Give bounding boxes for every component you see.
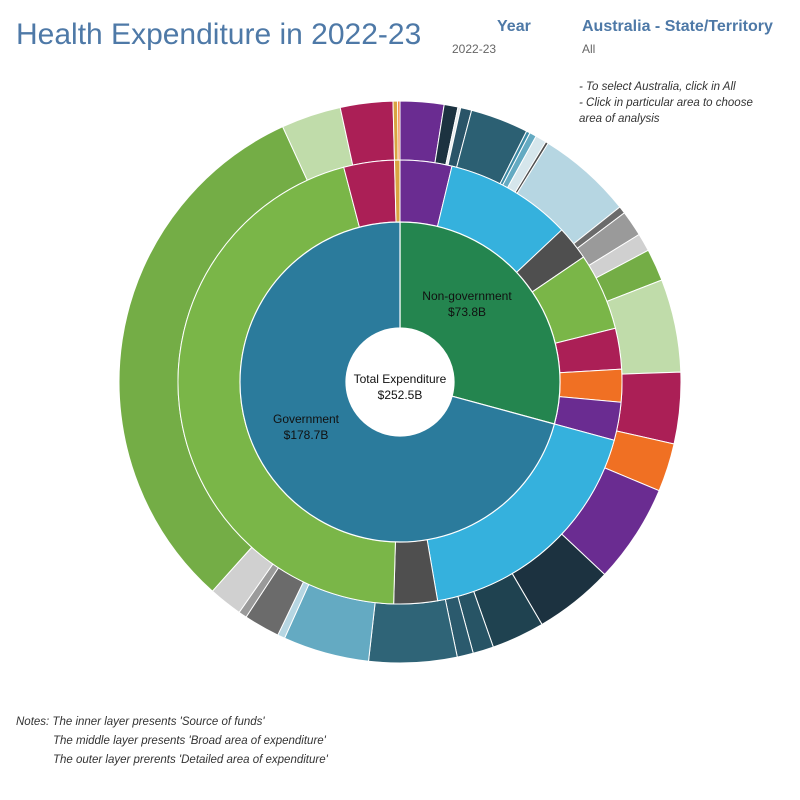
note-line: The outer layer prerents 'Detailed area … — [53, 754, 328, 766]
note-line: The middle layer presents 'Broad area of… — [53, 735, 326, 747]
center-labels: Total Expenditure $252.5B — [354, 372, 447, 402]
state-filter-value[interactable]: All — [582, 42, 596, 56]
state-filter-label: Australia - State/Territory — [582, 18, 773, 35]
center-value: $252.5B — [378, 388, 423, 402]
nongov-name-label: Non-government — [422, 289, 512, 303]
outer-segment-23[interactable] — [367, 598, 458, 664]
instruction-line: - Click in particular area to choose — [579, 97, 753, 109]
middle-segment-12[interactable] — [393, 159, 401, 223]
page-title: Health Expenditure in 2022-23 — [16, 18, 422, 51]
gov-value-label: $178.7B — [284, 428, 329, 442]
outer-segment-33[interactable] — [397, 100, 401, 161]
nongov-value-label: $73.8B — [448, 305, 486, 319]
year-filter-value[interactable]: 2022-23 — [452, 42, 497, 56]
notes: Notes: The inner layer presents 'Source … — [16, 713, 328, 770]
year-filter-label: Year — [497, 18, 531, 35]
inner-labels: Non-government $73.8B Government $178.7B — [273, 289, 512, 442]
middle-ring — [177, 159, 623, 605]
state-filter[interactable]: Australia - State/Territory All — [582, 18, 773, 56]
note-line: Notes: The inner layer presents 'Source … — [16, 716, 265, 728]
center-title: Total Expenditure — [354, 372, 447, 386]
instruction-line: - To select Australia, click in All — [579, 81, 736, 93]
gov-name-label: Government — [273, 412, 340, 426]
center-hole — [346, 328, 454, 436]
instruction-line: area of analysis — [579, 113, 660, 125]
year-filter[interactable]: Year 2022-23 — [452, 18, 531, 56]
instructions: - To select Australia, click in All - Cl… — [579, 79, 753, 127]
